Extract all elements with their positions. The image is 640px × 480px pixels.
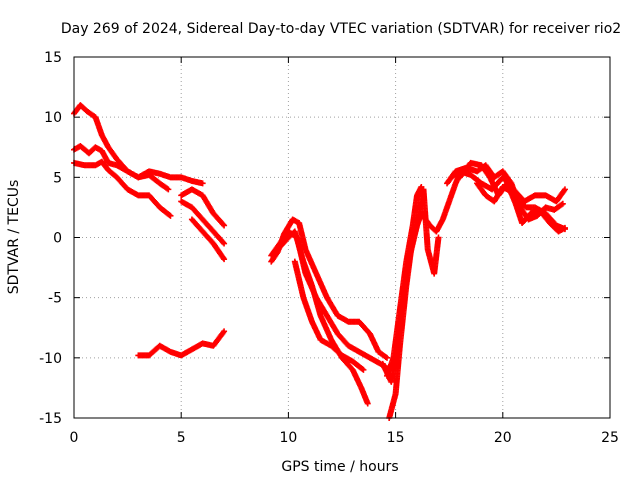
series-track-7 xyxy=(135,328,228,359)
data-point-plus-marker xyxy=(418,183,425,190)
series-track-18 xyxy=(474,180,566,223)
y-tick-label: 5 xyxy=(53,170,62,186)
data-point-plus-marker xyxy=(360,366,367,373)
data-point-plus-marker xyxy=(166,211,173,218)
series-track-2 xyxy=(71,143,206,187)
data-point-plus-marker xyxy=(165,186,172,193)
data-point-plus-marker xyxy=(167,212,174,219)
series-track-6 xyxy=(188,216,228,263)
data-point-plus-marker xyxy=(220,221,227,228)
y-tick-label: 15 xyxy=(44,50,62,66)
data-point-plus-marker xyxy=(221,256,228,263)
y-tick-label: -10 xyxy=(39,351,62,367)
data-point-plus-marker xyxy=(559,200,566,207)
data-point-plus-marker xyxy=(561,186,568,193)
data-point-plus-marker xyxy=(561,224,568,231)
y-tick-label: 10 xyxy=(44,110,62,126)
series-track-11 xyxy=(291,258,367,373)
data-point-plus-marker xyxy=(435,234,442,241)
data-point-plus-marker xyxy=(384,354,391,361)
x-tick-label: 25 xyxy=(601,430,619,446)
series-track-8 xyxy=(268,216,391,361)
x-tick-label: 15 xyxy=(387,430,405,446)
x-tick-label: 0 xyxy=(70,430,79,446)
series-track-12 xyxy=(379,186,442,385)
series-track-14 xyxy=(384,183,425,379)
y-axis-label: SDTVAR / TECUs xyxy=(6,180,22,295)
y-tick-label: 0 xyxy=(53,231,62,247)
series-track-3 xyxy=(71,158,174,219)
y-tick-label: -5 xyxy=(48,291,62,307)
series-track-5 xyxy=(178,198,228,247)
data-point-plus-marker xyxy=(220,239,227,246)
data-point-plus-marker xyxy=(199,180,206,187)
x-axis-label: GPS time / hours xyxy=(281,459,398,475)
grid-layer xyxy=(74,57,610,418)
chart-title: Day 269 of 2024, Sidereal Day-to-day VTE… xyxy=(61,21,621,37)
ticks-layer: 0 5 10 15 20 25 -15 -10 -5 0 5 10 15 xyxy=(39,50,619,446)
series-track-4 xyxy=(178,186,228,229)
x-tick-label: 10 xyxy=(279,430,297,446)
series-track-13 xyxy=(386,170,463,421)
data-point-plus-marker xyxy=(364,400,371,407)
x-tick-label: 20 xyxy=(494,430,512,446)
data-point-plus-marker xyxy=(221,240,228,247)
data-point-plus-marker xyxy=(221,222,228,229)
y-tick-label: -15 xyxy=(39,411,62,427)
data-point-plus-marker xyxy=(221,328,228,335)
series-track-10 xyxy=(274,228,371,407)
marks-layer xyxy=(71,102,568,421)
x-tick-label: 5 xyxy=(177,430,186,446)
data-point-plus-marker xyxy=(359,366,366,373)
